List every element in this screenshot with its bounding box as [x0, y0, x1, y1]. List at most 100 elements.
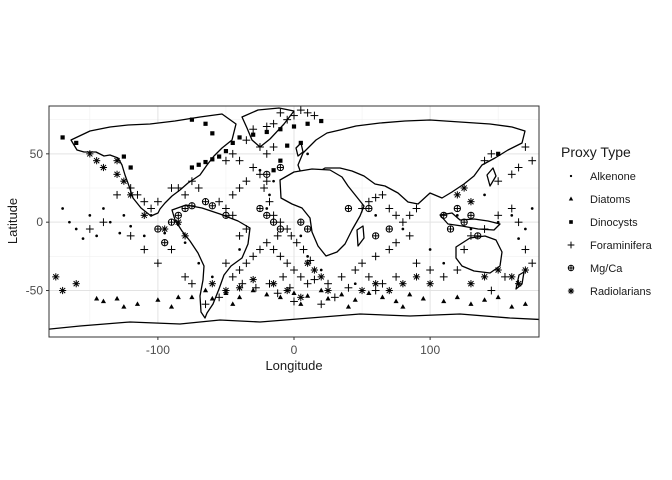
data-point: [426, 280, 434, 288]
data-point: [358, 286, 366, 295]
data-point: [264, 291, 270, 297]
data-point: [494, 266, 502, 274]
legend-label: Dinocysts: [590, 217, 638, 229]
data-point: [291, 124, 297, 129]
data-point: [120, 177, 128, 185]
data-point: [325, 295, 331, 301]
data-point: [113, 157, 121, 165]
data-point: [276, 218, 285, 227]
antarctica-outline: [49, 313, 539, 337]
legend-entry: Foraminifera: [567, 240, 653, 252]
legend-key: [567, 241, 575, 249]
data-point: [399, 280, 407, 288]
data-point: [460, 184, 468, 192]
y-tick-label: -50: [26, 284, 44, 298]
data-point: [310, 266, 319, 274]
data-point: [371, 252, 380, 261]
data-point: [74, 140, 79, 146]
data-point: [442, 261, 446, 265]
data-point: [142, 234, 146, 238]
data-point: [149, 213, 153, 217]
data-point: [174, 211, 182, 219]
data-point: [217, 154, 222, 159]
data-point: [140, 245, 149, 254]
data-point: [262, 238, 271, 247]
data-point: [420, 295, 426, 301]
legend-entry: Mg/Ca: [567, 263, 623, 275]
legend-entry: Alkenone: [569, 171, 636, 183]
data-point: [446, 225, 455, 233]
data-point: [228, 190, 237, 199]
data-point: [306, 255, 309, 258]
data-point: [407, 291, 413, 297]
data-point: [74, 227, 78, 231]
data-point: [161, 239, 169, 247]
data-point: [140, 211, 148, 219]
madagascar-outline: [356, 225, 365, 247]
legend-label: Foraminifera: [590, 240, 653, 252]
data-point: [306, 152, 309, 156]
data-point: [155, 297, 161, 302]
data-point: [514, 280, 523, 288]
series-mg-ca: [154, 163, 482, 247]
data-point: [344, 204, 353, 213]
data-point: [237, 135, 242, 140]
data-point: [510, 213, 514, 217]
data-point: [189, 117, 195, 122]
data-point: [147, 204, 155, 213]
data-point: [439, 272, 448, 281]
data-point: [337, 272, 346, 281]
data-point: [121, 154, 126, 159]
data-point: [93, 157, 101, 165]
data-point: [134, 301, 141, 306]
greenland-outline: [241, 107, 295, 148]
data-point: [291, 290, 297, 295]
data-point: [480, 225, 489, 233]
legend-key: [568, 196, 574, 201]
data-point: [256, 204, 264, 213]
data-point: [398, 218, 407, 227]
data-point: [228, 211, 237, 220]
data-point: [507, 170, 516, 179]
data-point: [310, 275, 319, 284]
data-point: [61, 207, 64, 210]
series-diatoms: [94, 287, 528, 309]
data-point: [401, 227, 405, 231]
data-point: [453, 204, 461, 213]
data-point: [102, 207, 105, 210]
data-point: [88, 213, 92, 217]
x-tick-label: 100: [420, 343, 440, 357]
data-point: [494, 211, 503, 220]
data-point: [319, 118, 324, 124]
data-point: [262, 177, 271, 186]
data-point: [508, 273, 516, 281]
data-point: [467, 280, 475, 288]
data-point: [100, 298, 107, 304]
data-point: [283, 259, 292, 268]
data-point: [317, 300, 326, 309]
data-point: [521, 245, 530, 254]
data-point: [99, 218, 108, 227]
data-point: [290, 266, 298, 274]
data-point: [305, 293, 311, 298]
data-point: [276, 163, 285, 172]
data-point: [480, 273, 489, 281]
data-point: [296, 272, 305, 281]
data-point: [201, 198, 210, 206]
data-point: [127, 191, 135, 199]
data-point: [181, 204, 189, 213]
data-point: [279, 272, 288, 281]
x-axis-title: Longitude: [265, 358, 322, 373]
data-point: [167, 184, 176, 192]
data-point: [330, 293, 339, 302]
data-point: [242, 136, 251, 145]
data-point: [249, 275, 257, 284]
data-point: [496, 220, 500, 224]
data-point: [129, 224, 133, 228]
data-point: [203, 121, 208, 126]
data-point: [385, 286, 393, 295]
data-point: [210, 131, 215, 136]
data-point: [521, 143, 530, 151]
data-point: [305, 121, 310, 126]
data-point: [273, 231, 282, 240]
